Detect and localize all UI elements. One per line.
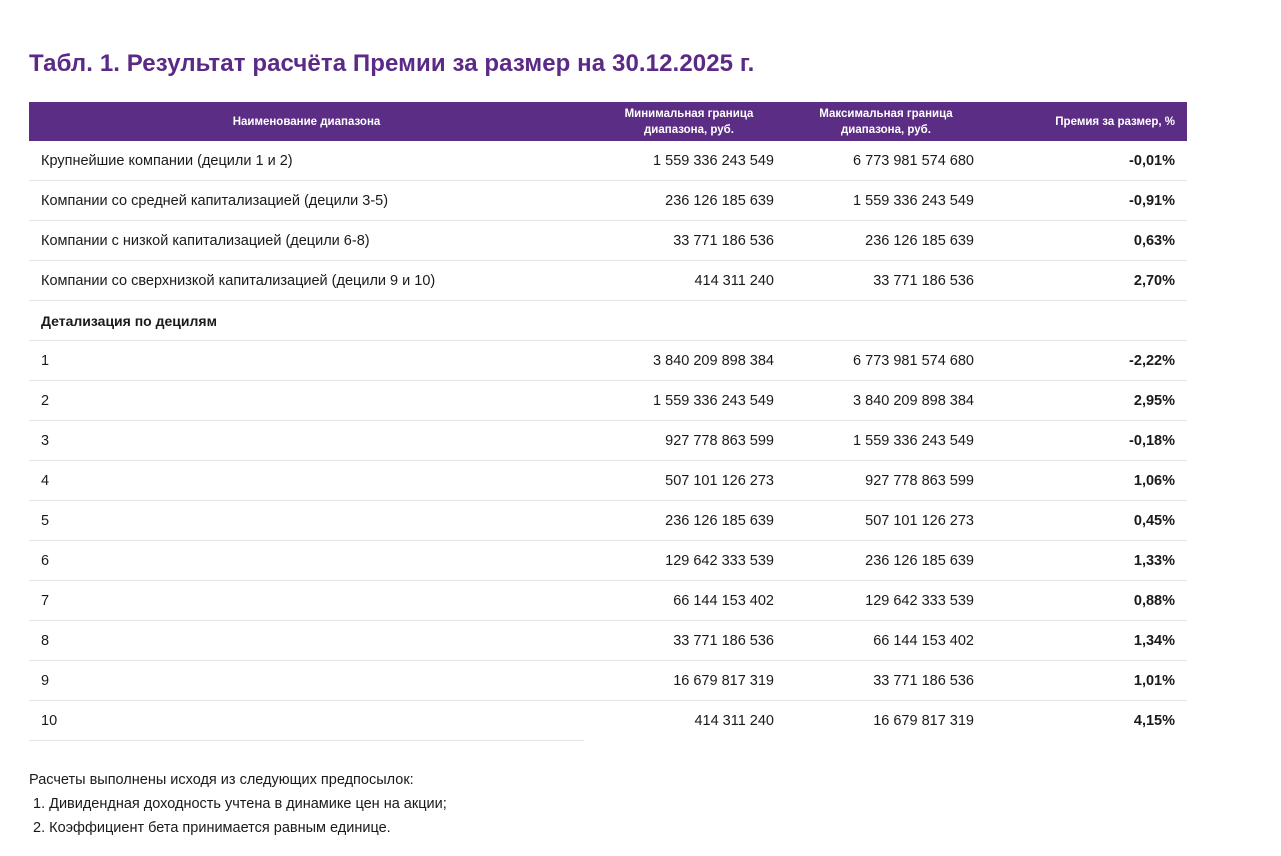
cell-premium: 2,95% [1133, 392, 1175, 409]
cell-min: 66 144 153 402 [673, 592, 774, 609]
table-row: Компании с низкой капитализацией (децили… [29, 221, 1187, 261]
table-row: 9 16 679 817 319 33 771 186 536 1,01% [29, 661, 1187, 701]
cell-max: 66 144 153 402 [873, 632, 974, 649]
cell-max: 129 642 333 539 [865, 592, 974, 609]
cell-max: 6 773 981 574 680 [853, 152, 974, 169]
notes-intro: Расчеты выполнены исходя из следующих пр… [29, 772, 414, 788]
cell-premium: 2,70% [1133, 272, 1175, 289]
table-row: 5 236 126 185 639 507 101 126 273 0,45% [29, 501, 1187, 541]
header-min-line2: диапазона, руб. [643, 123, 734, 136]
header-max-line1: Максимальная граница [819, 107, 953, 120]
cell-premium: -0,91% [1129, 192, 1175, 209]
cell-range-name: 4 [41, 472, 50, 489]
notes-item: 1. Дивидендная доходность учтена в динам… [33, 796, 447, 812]
table-row: 2 1 559 336 243 549 3 840 209 898 384 2,… [29, 381, 1187, 421]
cell-range-name: 7 [41, 592, 50, 609]
cell-range-name: Крупнейшие компании (децили 1 и 2) [41, 152, 293, 169]
cell-min: 1 559 336 243 549 [653, 392, 774, 409]
table-row: 10 414 311 240 16 679 817 319 4,15% [29, 701, 1187, 741]
cell-premium: 1,34% [1133, 632, 1175, 649]
cell-range-name: Компании со сверхнизкой капитализацией (… [41, 272, 436, 289]
cell-min: 33 771 186 536 [673, 632, 774, 649]
cell-max: 236 126 185 639 [865, 232, 974, 249]
table-header: Наименование диапазона Минимальная грани… [29, 102, 1187, 141]
header-min-bound: Минимальная граница диапазона, руб. [584, 106, 774, 138]
cell-premium: -0,18% [1129, 432, 1175, 449]
cell-premium: -0,01% [1129, 152, 1175, 169]
cell-premium: 1,06% [1133, 472, 1175, 489]
page-title: Табл. 1. Результат расчёта Премии за раз… [29, 50, 755, 77]
cell-min: 16 679 817 319 [673, 672, 774, 689]
cell-range-name: 2 [41, 392, 50, 409]
cell-range-name: 3 [41, 432, 50, 449]
cell-max: 927 778 863 599 [865, 472, 974, 489]
table-row: 3 927 778 863 599 1 559 336 243 549 -0,1… [29, 421, 1187, 461]
cell-min: 414 311 240 [694, 713, 774, 729]
table-row: 6 129 642 333 539 236 126 185 639 1,33% [29, 541, 1187, 581]
cell-max: 33 771 186 536 [873, 272, 974, 289]
cell-premium: -2,22% [1129, 352, 1175, 369]
table-row: 7 66 144 153 402 129 642 333 539 0,88% [29, 581, 1187, 621]
cell-max: 33 771 186 536 [873, 672, 974, 689]
cell-range-name: Компании со средней капитализацией (деци… [41, 192, 389, 209]
cell-min: 129 642 333 539 [665, 552, 774, 569]
header-min-line1: Минимальная граница [624, 107, 754, 120]
cell-max: 236 126 185 639 [865, 552, 974, 569]
header-premium: Премия за размер, % [1055, 115, 1175, 128]
section-label: Детализация по децилям [41, 312, 217, 329]
table-row: Компании со сверхнизкой капитализацией (… [29, 261, 1187, 301]
cell-min: 236 126 185 639 [665, 192, 774, 209]
cell-max: 507 101 126 273 [865, 512, 974, 529]
cell-range-name: 9 [41, 672, 50, 689]
cell-premium: 0,63% [1133, 232, 1175, 249]
notes-item: 2. Коэффициент бета принимается равным е… [33, 820, 391, 836]
header-max-line2: диапазона, руб. [840, 123, 931, 136]
cell-max: 1 559 336 243 549 [853, 432, 974, 449]
assumptions-notes: Расчеты выполнены исходя из следующих пр… [29, 768, 447, 840]
cell-max: 1 559 336 243 549 [853, 192, 974, 209]
table-row: 4 507 101 126 273 927 778 863 599 1,06% [29, 461, 1187, 501]
cell-range-name: 5 [41, 512, 50, 529]
cell-min: 1 559 336 243 549 [653, 152, 774, 169]
header-max-bound: Максимальная граница диапазона, руб. [774, 106, 974, 138]
section-row-deciles: Детализация по децилям [29, 301, 1187, 341]
cell-premium: 0,88% [1133, 592, 1175, 609]
cell-premium: 1,01% [1133, 672, 1175, 689]
cell-min: 3 840 209 898 384 [653, 352, 774, 369]
cell-max: 16 679 817 319 [873, 713, 974, 729]
cell-range-name: 10 [41, 713, 58, 729]
table-row: 1 3 840 209 898 384 6 773 981 574 680 -2… [29, 341, 1187, 381]
cell-premium: 0,45% [1133, 512, 1175, 529]
cell-min: 927 778 863 599 [665, 432, 774, 449]
premium-table: Наименование диапазона Минимальная грани… [29, 102, 1187, 741]
header-range-name: Наименование диапазона [232, 115, 381, 128]
cell-max: 3 840 209 898 384 [853, 392, 974, 409]
cell-premium: 4,15% [1133, 713, 1175, 729]
table-row: Крупнейшие компании (децили 1 и 2) 1 559… [29, 141, 1187, 181]
cell-range-name: 1 [41, 352, 50, 369]
cell-range-name: 8 [41, 632, 50, 649]
table-row: Компании со средней капитализацией (деци… [29, 181, 1187, 221]
cell-premium: 1,33% [1133, 552, 1175, 569]
cell-min: 507 101 126 273 [665, 472, 774, 489]
table-row: 8 33 771 186 536 66 144 153 402 1,34% [29, 621, 1187, 661]
cell-range-name: Компании с низкой капитализацией (децили… [41, 232, 370, 249]
cell-range-name: 6 [41, 552, 50, 569]
cell-max: 6 773 981 574 680 [853, 352, 974, 369]
cell-min: 236 126 185 639 [665, 512, 774, 529]
cell-min: 33 771 186 536 [673, 232, 774, 249]
cell-min: 414 311 240 [694, 272, 774, 289]
